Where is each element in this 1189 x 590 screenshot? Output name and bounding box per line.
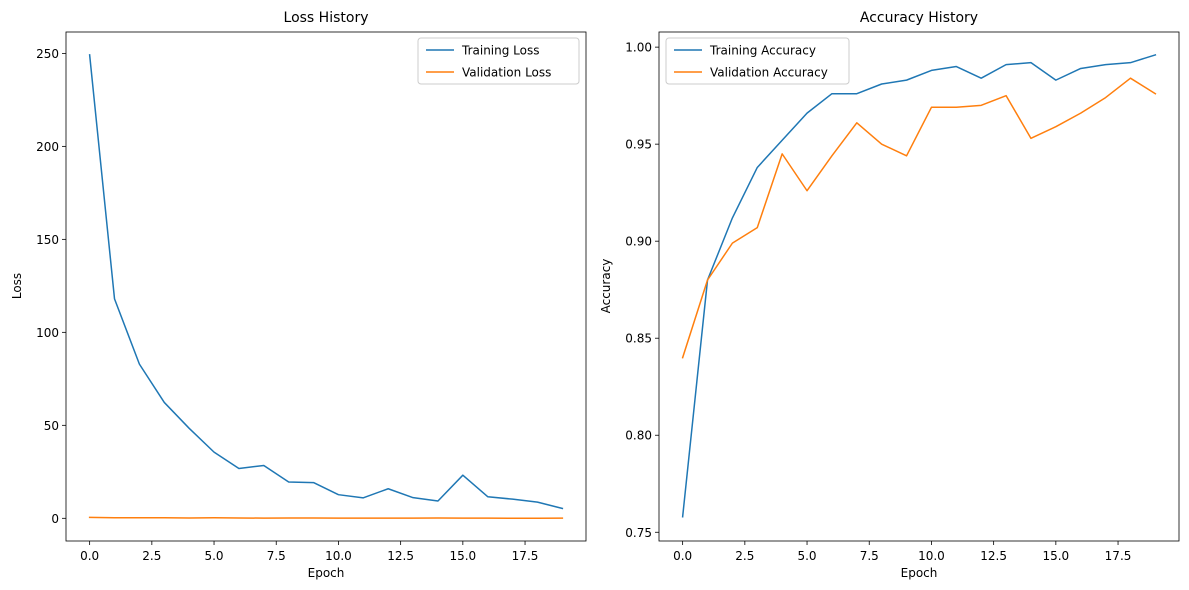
accuracy-chart-title: Accuracy History (860, 10, 978, 26)
loss-y-tick-label: 150 (36, 233, 59, 247)
accuracy-chart-plot-area: 0.0 2.5 5.0 7.5 10.0 12.5 15.0 17.5 0.75 0.80 0.85… (625, 31, 1180, 563)
accuracy-x-tick-label: 7.5 (860, 549, 879, 563)
accuracy-legend-label-validation: Validation Accuracy (710, 66, 828, 80)
accuracy-series-line-validation (681, 77, 1157, 359)
loss-series-line-training (88, 54, 564, 510)
accuracy-x-tick-label: 5.0 (797, 549, 816, 563)
accuracy-series-line-training (681, 53, 1157, 518)
accuracy-chart-xlabel: Epoch (901, 566, 938, 580)
loss-y-tick-label: 100 (36, 326, 59, 340)
accuracy-axes-frame (658, 31, 1180, 542)
loss-legend-box (417, 37, 580, 85)
accuracy-y-tick-label: 0.95 (625, 138, 652, 152)
loss-chart-panel: Loss History Epoch Loss 0.0 2.5 5.0 7.5 10.0… (10, 10, 587, 580)
accuracy-y-tick-label: 0.75 (625, 526, 652, 540)
loss-y-tick-label: 200 (36, 140, 59, 154)
accuracy-legend-box (665, 37, 850, 85)
accuracy-chart-ylabel: Accuracy (599, 259, 613, 314)
loss-legend-label-training: Training Loss (461, 44, 539, 58)
accuracy-y-tick-label: 0.80 (625, 429, 652, 443)
loss-x-tick-label: 7.5 (267, 549, 286, 563)
loss-chart-xlabel: Epoch (308, 566, 345, 580)
accuracy-chart-panel: Accuracy History Epoch Accuracy 0.0 2.5 5.… (599, 10, 1180, 580)
accuracy-x-tick-label: 2.5 (735, 549, 754, 563)
loss-x-tick-label: 2.5 (142, 549, 161, 563)
accuracy-y-tick-label: 1.00 (625, 41, 652, 55)
loss-chart-title: Loss History (284, 10, 369, 26)
accuracy-legend: Training Accuracy Validation Accuracy (665, 37, 850, 85)
loss-x-tick-label: 10.0 (325, 549, 352, 563)
loss-legend-label-validation: Validation Loss (462, 66, 551, 80)
loss-x-tick-label: 17.5 (512, 549, 539, 563)
accuracy-y-tick-label: 0.90 (625, 235, 652, 249)
accuracy-y-tick-label: 0.85 (625, 332, 652, 346)
accuracy-x-tick-label: 12.5 (980, 549, 1007, 563)
loss-x-tick-label: 5.0 (204, 549, 223, 563)
loss-axes-frame (65, 31, 587, 542)
accuracy-legend-label-training: Training Accuracy (709, 44, 816, 58)
loss-chart-plot-area: 0.0 2.5 5.0 7.5 10.0 12.5 15.0 17.5 0 50 100 150 200… (36, 31, 587, 563)
loss-y-tick-label: 0 (51, 512, 59, 526)
accuracy-x-tick-label: 17.5 (1105, 549, 1132, 563)
accuracy-x-tick-label: 0.0 (673, 549, 692, 563)
loss-legend: Training Loss Validation Loss (417, 37, 580, 85)
accuracy-x-tick-label: 15.0 (1042, 549, 1069, 563)
accuracy-x-tick-label: 10.0 (918, 549, 945, 563)
loss-x-tick-label: 15.0 (449, 549, 476, 563)
loss-x-tick-label: 0.0 (80, 549, 99, 563)
loss-series-line-validation (88, 516, 564, 519)
loss-y-tick-label: 250 (36, 47, 59, 61)
loss-y-tick-label: 50 (44, 419, 59, 433)
loss-chart-ylabel: Loss (10, 273, 24, 299)
loss-x-tick-label: 12.5 (387, 549, 414, 563)
